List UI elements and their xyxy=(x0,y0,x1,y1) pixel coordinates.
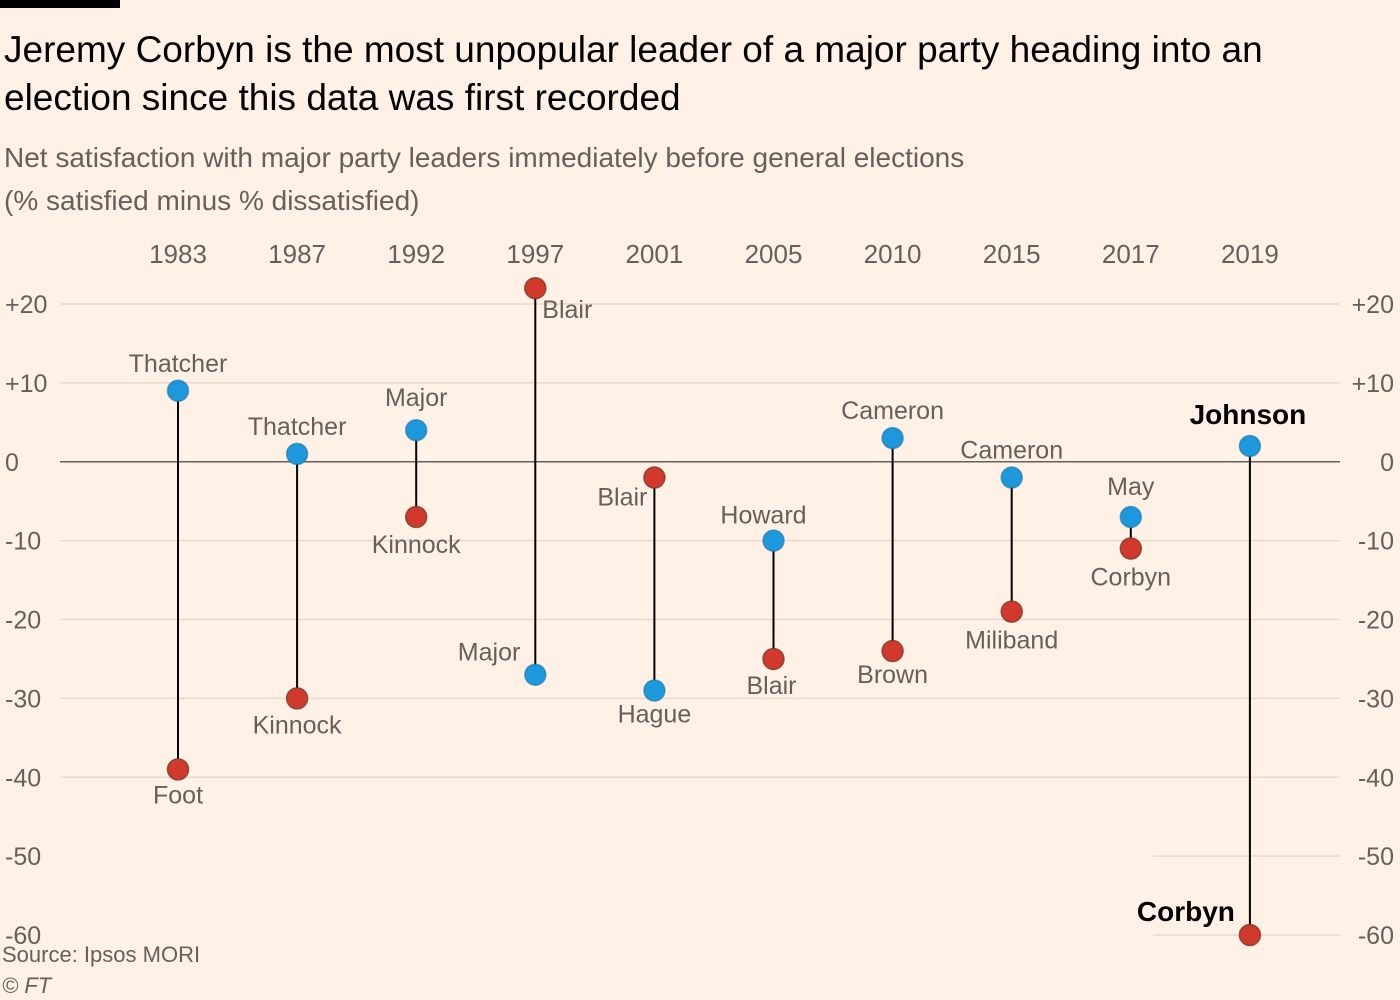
labour-leader-dot xyxy=(1000,600,1023,623)
x-tick-label-year: 2019 xyxy=(1221,239,1279,269)
conservative-leader-label: Major xyxy=(385,384,448,412)
y-tick-label-left: +20 xyxy=(5,291,47,319)
y-tick-label-left: +10 xyxy=(5,370,47,398)
conservative-leader-dot xyxy=(1000,466,1023,489)
labour-leader-label: Corbyn xyxy=(1091,564,1172,592)
x-tick-label-year: 2005 xyxy=(745,239,803,269)
labour-leader-label: Miliband xyxy=(965,627,1058,655)
x-tick-label-year: 2015 xyxy=(983,239,1041,269)
conservative-leader-dot xyxy=(404,418,428,442)
y-tick-label-left: -60 xyxy=(5,922,41,950)
y-tick-label-right: -30 xyxy=(1358,685,1394,713)
conservative-leader-label: Howard xyxy=(720,502,806,530)
labour-leader-label: Blair xyxy=(597,484,647,512)
conservative-leader-label: Thatcher xyxy=(248,413,347,441)
y-tick-label-right: -60 xyxy=(1358,922,1394,950)
conservative-leader-dot xyxy=(1238,434,1262,458)
x-tick-label-year: 1987 xyxy=(268,239,326,269)
conservative-leader-label: Cameron xyxy=(841,397,944,425)
y-tick-label-left: -30 xyxy=(5,685,41,713)
labour-leader-dot xyxy=(166,758,190,781)
y-tick-label-right: +10 xyxy=(1352,370,1394,398)
labour-leader-dot xyxy=(1119,537,1143,560)
conservative-leader-label: May xyxy=(1107,473,1155,501)
subtitle-line-1: Net satisfaction with major party leader… xyxy=(4,142,965,173)
x-tick-label-year: 2017 xyxy=(1102,239,1160,269)
labour-leader-dot xyxy=(643,466,666,489)
y-tick-label-left: 0 xyxy=(5,449,19,477)
y-tick-label-left: -20 xyxy=(5,607,41,635)
conservative-leader-label: Hague xyxy=(618,700,692,728)
ft-credit: © FT xyxy=(2,973,52,998)
subtitle-line-2: (% satisfied minus % dissatisfied) xyxy=(4,185,420,216)
labour-leader-dot xyxy=(524,276,547,300)
y-tick-label-right: -20 xyxy=(1358,607,1394,635)
conservative-leader-dot xyxy=(881,426,904,450)
y-tick-label-left: -50 xyxy=(5,843,41,871)
conservative-leader-label: Major xyxy=(458,639,521,667)
y-tick-label-right: -40 xyxy=(1358,764,1394,792)
labour-leader-label: Kinnock xyxy=(253,711,342,739)
labour-leader-label: Corbyn xyxy=(1137,896,1235,927)
x-tick-label-year: 1992 xyxy=(387,239,445,269)
conservative-leader-dot xyxy=(762,529,785,552)
x-tick-label-year: 1983 xyxy=(149,239,207,269)
ft-top-bar xyxy=(0,0,120,8)
y-tick-label-right: -10 xyxy=(1358,528,1394,556)
conservative-leader-label: Johnson xyxy=(1190,399,1307,430)
labour-leader-dot xyxy=(881,639,904,663)
labour-leader-dot xyxy=(762,647,785,671)
conservative-leader-label: Thatcher xyxy=(129,350,228,378)
labour-leader-label: Kinnock xyxy=(372,531,461,559)
conservative-leader-dot xyxy=(524,663,547,686)
conservative-leader-dot xyxy=(285,442,309,466)
x-tick-label-year: 2001 xyxy=(625,239,683,269)
y-tick-label-right: +20 xyxy=(1352,291,1394,319)
labour-leader-label: Blair xyxy=(542,296,592,324)
y-tick-label-left: -40 xyxy=(5,764,41,792)
labour-leader-label: Brown xyxy=(857,661,928,689)
chart-subtitle: Net satisfaction with major party leader… xyxy=(4,136,1204,222)
labour-leader-label: Blair xyxy=(746,672,796,700)
chart-title: Jeremy Corbyn is the most unpopular lead… xyxy=(4,29,1263,118)
labour-leader-dot xyxy=(285,687,309,710)
conservative-leader-dot xyxy=(643,679,666,702)
x-tick-label-year: 2010 xyxy=(864,239,922,269)
conservative-leader-label: Cameron xyxy=(960,437,1063,465)
source-note: Source: Ipsos MORI xyxy=(2,942,201,967)
y-tick-label-right: 0 xyxy=(1380,449,1394,477)
conservative-leader-dot xyxy=(1119,505,1143,529)
conservative-leader-dot xyxy=(166,379,190,403)
labour-leader-label: Foot xyxy=(153,781,203,809)
x-tick-label-year: 1997 xyxy=(506,239,564,269)
labour-leader-dot xyxy=(404,505,428,529)
labour-leader-dot xyxy=(1238,923,1262,947)
y-tick-label-left: -10 xyxy=(5,528,41,556)
y-tick-label-right: -50 xyxy=(1358,843,1394,871)
